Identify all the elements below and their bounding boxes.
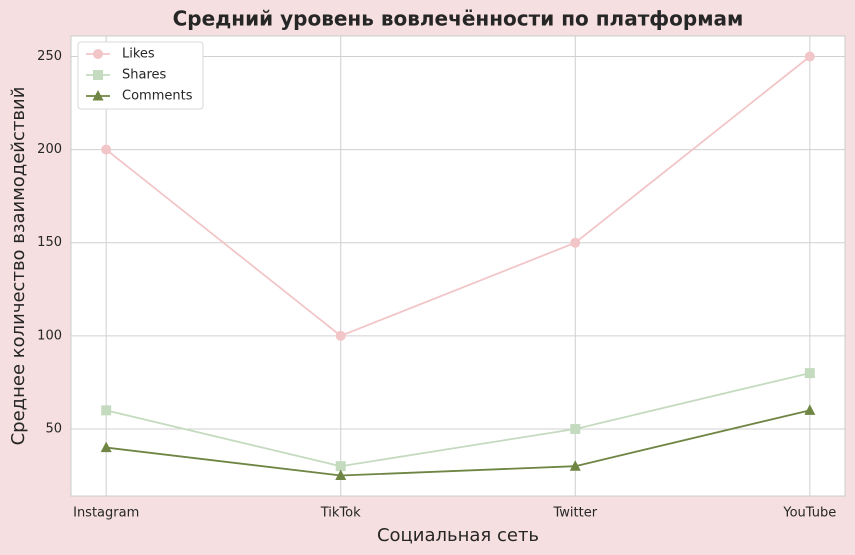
- marker: [569, 460, 581, 471]
- series-line: [105, 372, 811, 468]
- chart-title: Средний уровень вовлечённости по платфор…: [173, 7, 744, 31]
- marker: [570, 237, 581, 248]
- y-tick-label: 200: [37, 142, 62, 157]
- series-group: [100, 51, 816, 481]
- marker: [335, 461, 346, 472]
- legend-marker: [93, 70, 103, 80]
- marker: [335, 469, 347, 481]
- legend: Likes Shares Comments: [77, 41, 204, 110]
- legend-label: Likes: [122, 47, 155, 62]
- plot-area: [71, 36, 845, 496]
- x-tick-label: Instagram: [73, 506, 139, 521]
- legend-marker: [92, 90, 104, 101]
- y-axis-label: Среднее количество взаимодействий: [8, 87, 29, 446]
- marker: [804, 404, 816, 415]
- marker: [101, 405, 112, 416]
- y-tick-label: 150: [37, 235, 62, 250]
- marker: [570, 423, 581, 434]
- y-tick-label: 100: [37, 328, 62, 343]
- marker: [804, 368, 815, 379]
- marker: [804, 51, 815, 62]
- x-axis-label: Социальная сеть: [377, 525, 539, 546]
- y-tick-label: 50: [45, 421, 62, 436]
- legend-label: Comments: [122, 89, 193, 104]
- legend-label: Shares: [122, 68, 167, 83]
- legend-marker: [93, 49, 103, 59]
- x-tick-label: Twitter: [552, 506, 597, 521]
- plot-frame: [70, 35, 846, 497]
- x-tick-label: TikTok: [320, 506, 361, 521]
- marker: [335, 330, 346, 341]
- series-line: [105, 55, 811, 337]
- marker: [101, 144, 112, 155]
- x-tick-label: YouTube: [782, 506, 836, 521]
- y-tick-label: 250: [37, 49, 62, 64]
- series-line: [106, 409, 811, 477]
- legend-box: [77, 41, 204, 110]
- marker: [100, 441, 112, 453]
